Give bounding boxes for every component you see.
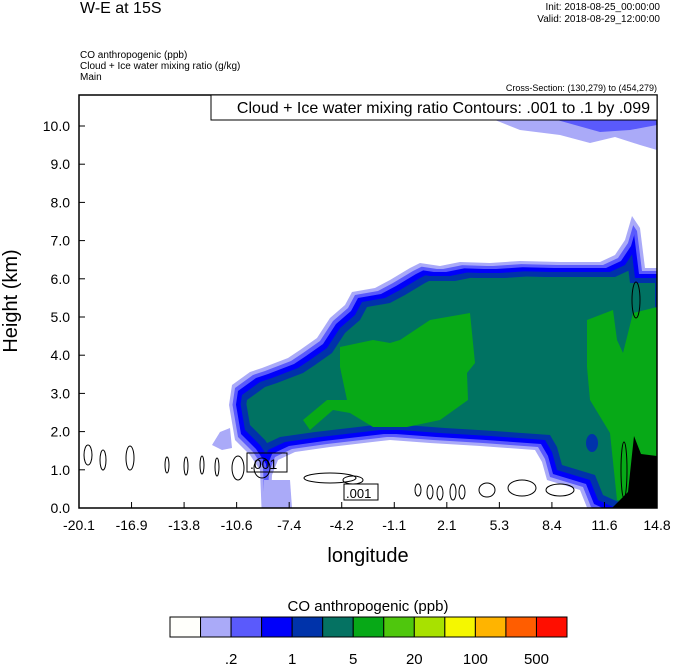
colorbar-swatch: [200, 616, 232, 638]
contour-label-box-2: .001: [343, 483, 379, 501]
cloud-contour: [478, 482, 496, 498]
cloud-contour: [414, 483, 422, 497]
colorbar-swatch: [352, 616, 385, 638]
x-tick-label: -7.4: [277, 517, 301, 533]
colorbar-swatch: [444, 616, 476, 638]
y-tick-label: 1.0: [51, 462, 71, 478]
plot-area: .001 .001: [83, 95, 657, 508]
x-tick-label: 2.1: [437, 517, 457, 533]
colorbar-label: 500: [524, 651, 549, 667]
cloud-contour: [507, 479, 537, 497]
cloud-contour: [545, 483, 575, 497]
field-label-cloud: Cloud + Ice water mixing ratio (g/kg): [80, 61, 241, 72]
cloud-contour: [231, 455, 245, 481]
cloud-contour: [125, 445, 135, 471]
x-tick-label: -4.2: [330, 517, 354, 533]
contour-label: .001: [346, 486, 371, 501]
y-tick-label: 8.0: [51, 194, 71, 210]
cloud-contour: [164, 456, 170, 474]
colorbar-swatch: [291, 616, 324, 638]
cloud-contour: [199, 455, 205, 475]
y-tick-label: 3.0: [51, 385, 71, 401]
cloud-contour: [83, 444, 93, 466]
y-tick-label: 6.0: [51, 271, 71, 287]
y-tick-label: 2.0: [51, 424, 71, 440]
contour-label: .001: [250, 456, 277, 472]
colorbar-label: 20: [406, 651, 423, 667]
colorbar-swatch: [383, 616, 415, 638]
y-tick-label: 5.0: [51, 309, 71, 325]
cross-section-label: Cross-Section: (130,279) to (454,279): [505, 83, 657, 93]
colorbar-swatch: [505, 616, 537, 638]
colorbar: .2 1 5 20 100 500: [169, 616, 568, 667]
contour-legend-box: Cloud + Ice water mixing ratio Contours:…: [210, 94, 658, 121]
cloud-contour: [436, 485, 444, 501]
colorbar-label: 5: [349, 651, 357, 667]
cloud-contour: [631, 281, 641, 319]
contour-label-box-1: .001: [246, 452, 288, 473]
colorbar-swatch: [322, 616, 354, 638]
x-tick-label: 11.6: [591, 517, 617, 533]
y-tick-label: 0.0: [51, 500, 71, 516]
colorbar-swatch: [169, 616, 202, 638]
x-tick-label: -1.1: [382, 517, 406, 533]
x-tick-label: -16.9: [116, 517, 148, 533]
colorbar-swatch: [535, 616, 568, 638]
colorbar-swatch: [230, 616, 263, 638]
field-label-co: CO anthropogenic (ppb): [80, 50, 188, 61]
cloud-contour: [99, 449, 107, 471]
colorbar-title: CO anthropogenic (ppb): [288, 598, 449, 615]
colorbar-label: .2: [225, 651, 238, 667]
y-tick-label: 7.0: [51, 233, 71, 249]
co-patch-left: [212, 428, 232, 450]
co-darkblue-patch: [586, 434, 598, 452]
x-axis-label: longitude: [327, 545, 408, 567]
cloud-contour: [426, 484, 434, 500]
x-tick-label: -13.8: [168, 517, 200, 533]
contour-legend-text: Cloud + Ice water mixing ratio Contours:…: [237, 100, 650, 117]
colorbar-swatch: [413, 616, 446, 638]
init-time: Init: 2018-08-25_00:00:00: [545, 2, 660, 13]
colorbar-label: 1: [288, 651, 296, 667]
cloud-contour: [214, 457, 220, 477]
cloud-contour: [458, 484, 466, 500]
colorbar-swatch: [474, 616, 507, 638]
y-tick-label: 10.0: [43, 118, 70, 134]
co-green-blob-1: [303, 313, 475, 430]
y-tick-label: 4.0: [51, 347, 71, 363]
cloud-contour: [620, 441, 628, 499]
cloud-contour: [303, 472, 357, 484]
x-tick-label: -20.1: [63, 517, 95, 533]
cloud-contour: [449, 483, 457, 501]
x-tick-label: 8.4: [542, 517, 562, 533]
valid-time: Valid: 2018-08-29_12:00:00: [537, 14, 660, 25]
y-axis-label: Height (km): [0, 249, 22, 352]
x-tick-label: -10.6: [221, 517, 253, 533]
x-tick-label: 5.3: [490, 517, 510, 533]
x-tick-label: 14.8: [643, 517, 670, 533]
y-tick-label: 9.0: [51, 156, 71, 172]
y-axis: 0.0 1.0 2.0 3.0 4.0 5.0 6.0 7.0 8.0 9.0 10.0: [43, 118, 85, 516]
colorbar-label: 100: [463, 651, 488, 667]
cloud-contour: [183, 456, 189, 476]
x-axis: -20.1 -16.9 -13.8 -10.6 -7.4 -4.2 -1.1 2.1 5.3 8.…: [63, 502, 671, 533]
terrain: [612, 436, 657, 508]
cloud-contour: [253, 457, 271, 479]
field-label-main: Main: [80, 72, 102, 83]
plot-title: W-E at 15S: [80, 0, 162, 17]
co-column-left: [264, 480, 292, 508]
colorbar-swatch: [261, 616, 293, 638]
